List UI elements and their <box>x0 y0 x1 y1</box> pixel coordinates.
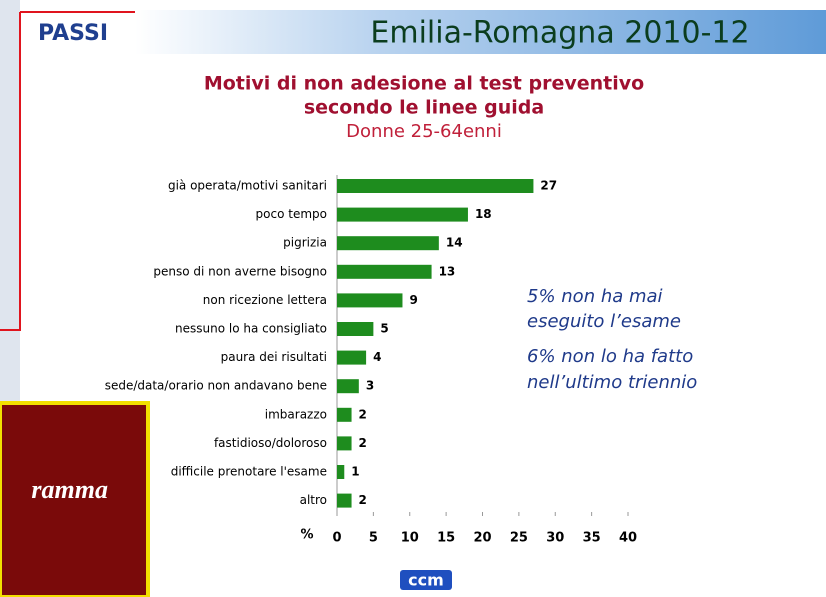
category-label: altro <box>300 493 327 507</box>
category-label: nessuno lo ha consigliato <box>175 322 327 336</box>
value-label: 14 <box>446 236 463 250</box>
annotation: nell’ultimo triennio <box>527 372 697 393</box>
category-label: sede/data/orario non andavano bene <box>105 379 327 393</box>
category-label: già operata/motivi sanitari <box>168 179 327 193</box>
x-tick-label: 5 <box>369 531 378 546</box>
chart-title: secondo le linee guida <box>304 97 544 119</box>
bar <box>337 207 468 222</box>
value-label: 5 <box>380 322 388 336</box>
annotation: eseguito l’esame <box>527 311 681 332</box>
bar <box>337 350 367 365</box>
bar <box>337 179 534 193</box>
category-label: difficile prenotare l'esame <box>171 465 327 479</box>
x-tick-label: 30 <box>546 531 564 546</box>
bar <box>337 465 345 479</box>
category-label: non ricezione lettera <box>203 293 327 307</box>
category-label: fastidioso/doloroso <box>214 436 327 450</box>
x-axis-label: % <box>300 528 313 543</box>
footer-logo: ccm <box>408 571 444 590</box>
bar <box>337 379 359 394</box>
bar <box>337 293 403 308</box>
x-tick-label: 35 <box>583 531 601 546</box>
annotation: 5% non ha mai <box>527 286 663 307</box>
x-tick-label: 40 <box>619 531 637 546</box>
chart-subtitle: Donne 25-64enni <box>346 121 502 142</box>
overlay-text: ramma <box>31 475 108 504</box>
chart-title: Motivi di non adesione al test preventiv… <box>204 73 644 95</box>
bar <box>337 407 352 422</box>
category-label: imbarazzo <box>265 407 327 421</box>
slide-page <box>20 0 826 597</box>
header-title: Emilia-Romagna 2010-12 <box>370 16 749 51</box>
x-tick-label: 25 <box>510 531 528 546</box>
category-label: pigrizia <box>283 236 327 250</box>
x-tick-label: 0 <box>332 531 341 546</box>
overlay-box <box>0 401 150 597</box>
value-label: 13 <box>439 264 456 278</box>
value-label: 2 <box>359 407 367 421</box>
value-label: 9 <box>409 293 417 307</box>
bar <box>337 264 432 279</box>
bar <box>337 322 374 336</box>
category-label: poco tempo <box>256 207 327 221</box>
value-label: 2 <box>359 493 367 507</box>
header-bar <box>135 10 826 54</box>
category-label: paura dei risultati <box>221 350 327 364</box>
logo: PASSI <box>38 21 108 46</box>
value-label: 3 <box>366 379 374 393</box>
x-tick-label: 15 <box>437 531 455 546</box>
category-label: penso di non averne bisogno <box>153 264 327 278</box>
bar <box>337 493 352 508</box>
value-label: 4 <box>373 350 381 364</box>
value-label: 27 <box>540 179 557 193</box>
bar <box>337 236 439 251</box>
value-label: 18 <box>475 207 492 221</box>
annotation: 6% non lo ha fatto <box>527 346 693 367</box>
bar <box>337 436 352 451</box>
x-tick-label: 20 <box>473 531 491 546</box>
footer-logo-box <box>400 570 452 590</box>
x-tick-label: 10 <box>401 531 419 546</box>
value-label: 2 <box>359 436 367 450</box>
value-label: 1 <box>351 465 359 479</box>
